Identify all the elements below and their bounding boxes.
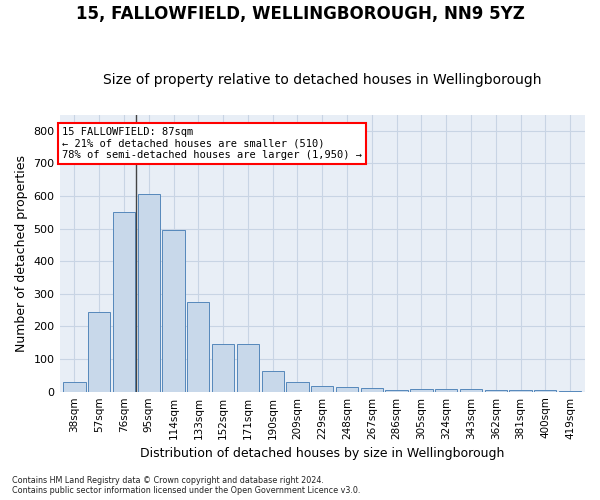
Bar bbox=[485, 390, 507, 392]
Bar bbox=[385, 390, 408, 392]
Bar bbox=[212, 344, 234, 392]
Bar bbox=[137, 194, 160, 392]
X-axis label: Distribution of detached houses by size in Wellingborough: Distribution of detached houses by size … bbox=[140, 447, 505, 460]
Bar bbox=[361, 388, 383, 392]
Bar bbox=[435, 390, 457, 392]
Text: Contains HM Land Registry data © Crown copyright and database right 2024.
Contai: Contains HM Land Registry data © Crown c… bbox=[12, 476, 361, 495]
Title: Size of property relative to detached houses in Wellingborough: Size of property relative to detached ho… bbox=[103, 73, 542, 87]
Bar bbox=[534, 390, 556, 392]
Bar bbox=[113, 212, 135, 392]
Bar bbox=[88, 312, 110, 392]
Bar bbox=[286, 382, 308, 392]
Bar bbox=[63, 382, 86, 392]
Bar bbox=[187, 302, 209, 392]
Bar bbox=[509, 390, 532, 392]
Bar bbox=[559, 390, 581, 392]
Text: 15, FALLOWFIELD, WELLINGBOROUGH, NN9 5YZ: 15, FALLOWFIELD, WELLINGBOROUGH, NN9 5YZ bbox=[76, 5, 524, 23]
Bar bbox=[460, 390, 482, 392]
Bar bbox=[237, 344, 259, 392]
Bar bbox=[311, 386, 334, 392]
Y-axis label: Number of detached properties: Number of detached properties bbox=[15, 154, 28, 352]
Bar bbox=[336, 387, 358, 392]
Text: 15 FALLOWFIELD: 87sqm
← 21% of detached houses are smaller (510)
78% of semi-det: 15 FALLOWFIELD: 87sqm ← 21% of detached … bbox=[62, 127, 362, 160]
Bar bbox=[410, 389, 433, 392]
Bar bbox=[163, 230, 185, 392]
Bar bbox=[262, 372, 284, 392]
